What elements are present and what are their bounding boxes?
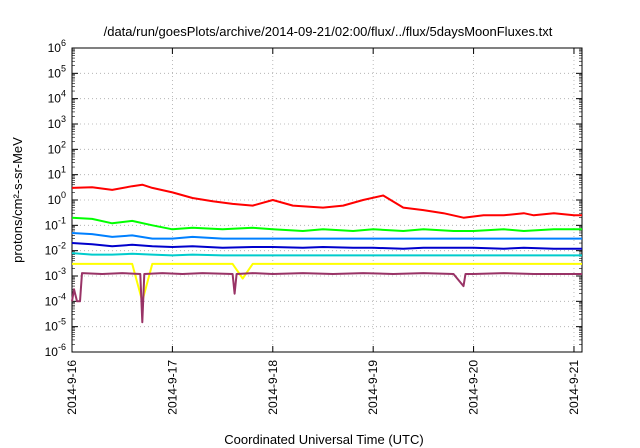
series-line-3 — [71, 232, 582, 240]
y-tick-label: 104 — [48, 89, 66, 106]
y-tick-label: 10-4 — [45, 291, 66, 308]
x-tick-label: 2014-9-17 — [165, 360, 179, 415]
y-tick-label: 106 — [48, 38, 66, 55]
series-line-2 — [71, 216, 582, 232]
y-tick-label: 100 — [48, 190, 66, 207]
y-tick-label: 10-6 — [45, 342, 66, 359]
x-tick-label: 2014-9-20 — [467, 360, 481, 415]
grid-lines — [72, 48, 582, 352]
y-tick-label: 103 — [48, 114, 66, 131]
y-tick-label: 10-5 — [45, 317, 66, 334]
series-lines — [71, 183, 582, 324]
y-tick-label: 102 — [48, 139, 66, 156]
y-tick-label: 10-2 — [45, 241, 66, 258]
y-tick-label: 10-3 — [45, 266, 66, 283]
series-line-5 — [71, 252, 582, 257]
series-line-6 — [72, 262, 582, 303]
x-tick-label: 2014-9-19 — [366, 360, 380, 415]
chart-title: /data/run/goesPlots/archive/2014-09-21/0… — [104, 24, 553, 39]
y-tick-label: 10-1 — [45, 215, 66, 232]
series-line-4 — [71, 242, 582, 250]
y-tick-label: 105 — [48, 63, 66, 80]
x-tick-label: 2014-9-18 — [266, 360, 280, 415]
y-tick-labels: 10-6 10-5 10-4 10-3 10-2 10-1 100 101 102 103 104 1… — [45, 38, 66, 359]
x-tick-label: 2014-9-16 — [65, 360, 79, 415]
x-tick-labels: 2014-9-16 2014-9-17 2014-9-18 2014-9-19 2014… — [65, 360, 581, 415]
y-tick-label: 101 — [48, 165, 66, 182]
y-axis-label: protons/cm²-s-sr-MeV — [10, 137, 25, 263]
series-line-1 — [71, 183, 582, 219]
series-line-7 — [71, 272, 582, 324]
x-tick-label: 2014-9-21 — [567, 360, 581, 415]
x-axis-label: Coordinated Universal Time (UTC) — [224, 432, 423, 447]
